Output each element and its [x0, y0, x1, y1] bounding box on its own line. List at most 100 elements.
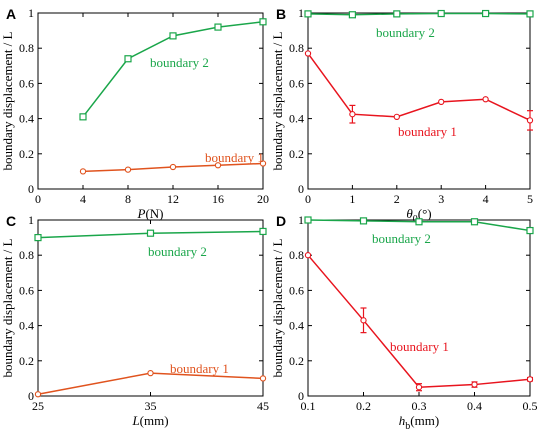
data-point-circle	[304, 252, 312, 259]
x-axis-variable: P	[137, 206, 146, 221]
x-axis-variable: θ	[406, 206, 413, 221]
panel-letter: D	[276, 213, 286, 229]
y-tick-label: 0.6	[289, 283, 304, 297]
data-point-circle	[526, 376, 534, 383]
series-label: boundary 2	[376, 25, 435, 40]
data-point-square	[359, 217, 368, 225]
x-tick-label: 35	[145, 399, 157, 413]
axes-frame	[307, 219, 531, 397]
data-point-square	[415, 218, 423, 226]
data-point-circle	[349, 111, 356, 118]
data-point-circle	[393, 113, 400, 120]
series-label: boundary 1	[390, 339, 449, 354]
data-point-circle	[79, 168, 87, 175]
x-axis-label: P(N)	[137, 206, 164, 221]
data-point-square	[304, 216, 312, 224]
y-tick-label: 0.2	[289, 354, 304, 368]
panel-letter: A	[6, 6, 16, 22]
series-label: boundary 2	[372, 231, 431, 246]
series-boundary-1: boundary 1	[79, 150, 267, 175]
series-line	[307, 53, 531, 122]
y-axis-label: boundary displacement / L	[0, 238, 15, 377]
data-point-square	[259, 18, 267, 26]
data-point-square	[348, 11, 356, 19]
series-boundary-1: boundary 1	[304, 252, 534, 392]
x-tick-label: 2	[394, 192, 400, 206]
y-tick-label: 0	[298, 389, 304, 403]
series-line	[307, 254, 531, 388]
x-tick-label: 0.3	[412, 399, 427, 413]
data-point-square	[146, 229, 155, 237]
data-point-circle	[471, 381, 478, 388]
data-point-square	[304, 10, 312, 18]
y-tick-label: 0.2	[289, 147, 304, 161]
x-tick-label: 0	[305, 192, 311, 206]
x-tick-label: 4	[483, 192, 489, 206]
x-tick-label: 0.1	[301, 399, 316, 413]
series-boundary-1: boundary 1	[34, 361, 267, 398]
series-line	[307, 12, 531, 16]
data-point-square	[393, 10, 401, 18]
data-point-circle	[169, 163, 177, 171]
y-tick-label: 1	[28, 6, 34, 20]
x-axis-unit: (N)	[145, 206, 163, 221]
y-tick-label: 0.4	[19, 319, 34, 333]
y-axis-label: boundary displacement / L	[0, 31, 15, 170]
series-boundary-2: boundary 2	[34, 227, 267, 259]
panel-letter: C	[6, 213, 16, 229]
y-tick-label: 0	[28, 389, 34, 403]
y-axis-label: boundary displacement / L	[270, 238, 285, 377]
x-axis-variable: L	[131, 413, 139, 428]
y-tick-label: 0.8	[19, 248, 34, 262]
data-point-circle	[482, 96, 489, 103]
data-point-square	[526, 226, 534, 235]
data-point-square	[214, 23, 222, 31]
panel-letter: B	[276, 6, 286, 22]
y-tick-label: 0	[28, 182, 34, 196]
x-axis-variable: h	[399, 413, 406, 428]
series-label: boundary 1	[398, 124, 457, 139]
x-tick-label: 0.5	[523, 399, 538, 413]
data-point-circle	[147, 369, 154, 377]
x-tick-label: 3	[438, 192, 444, 206]
series-label: boundary 2	[148, 244, 207, 259]
y-tick-label: 1	[28, 213, 34, 227]
series-line	[37, 372, 264, 395]
y-tick-label: 0.8	[289, 248, 304, 262]
series-boundary-2: boundary 2	[304, 9, 534, 40]
data-point-square	[482, 9, 490, 18]
series-boundary-2: boundary 2	[79, 18, 267, 121]
x-tick-label: 0	[35, 192, 41, 206]
y-tick-label: 1	[298, 6, 304, 20]
series-boundary-1: boundary 1	[304, 50, 534, 139]
x-tick-label: 8	[125, 192, 131, 206]
x-tick-label: 4	[80, 192, 86, 206]
x-tick-label: 0.2	[356, 399, 371, 413]
y-tick-label: 0.4	[19, 112, 34, 126]
y-tick-label: 0	[298, 182, 304, 196]
data-point-square	[470, 218, 479, 226]
x-axis-subscript: b	[405, 421, 410, 432]
x-tick-label: 0.4	[467, 399, 482, 413]
y-axis-label: boundary displacement / L	[270, 31, 285, 170]
y-tick-label: 0.4	[289, 319, 304, 333]
data-point-square	[124, 55, 132, 63]
data-point-square	[79, 113, 87, 121]
data-point-circle	[259, 375, 267, 382]
x-axis-unit: (°)	[418, 206, 432, 221]
y-tick-label: 0.8	[289, 41, 304, 55]
data-point-circle	[415, 384, 423, 391]
x-tick-label: 12	[167, 192, 179, 206]
y-tick-label: 1	[298, 213, 304, 227]
data-point-circle	[259, 160, 267, 167]
x-tick-label: 25	[32, 399, 44, 413]
y-tick-label: 0.2	[19, 354, 34, 368]
y-tick-label: 0.8	[19, 41, 34, 55]
y-tick-label: 0.6	[19, 76, 34, 90]
data-point-circle	[526, 117, 534, 124]
